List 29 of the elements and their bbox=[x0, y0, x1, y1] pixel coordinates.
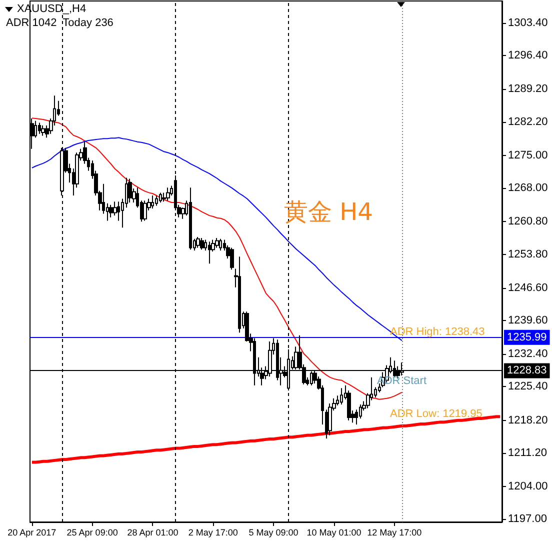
y-tick-label: 1211.20 bbox=[508, 446, 547, 459]
y-tick-label: 1197.00 bbox=[508, 513, 547, 526]
x-tick-label: 5 May 09:00 bbox=[248, 528, 298, 538]
y-tick-label: 1218.20 bbox=[508, 414, 548, 426]
y-tick-label: 1289.20 bbox=[508, 83, 548, 96]
x-tick-label: 12 May 17:00 bbox=[367, 528, 422, 538]
x-tick-label: 2 May 17:00 bbox=[188, 528, 238, 538]
x-tick-label: 10 May 01:00 bbox=[306, 528, 362, 538]
y-tick-label: 1225.40 bbox=[508, 380, 548, 393]
y-tick-label: 1275.00 bbox=[508, 149, 548, 162]
text: ADR 1042 Today 236 bbox=[6, 17, 114, 29]
y-tick-label: 1303.40 bbox=[508, 16, 548, 29]
y-tick-label: 1296.40 bbox=[508, 50, 548, 62]
y-tick-label: 1260.80 bbox=[508, 216, 548, 228]
annotation: ADR High: 1238.43 bbox=[390, 326, 485, 338]
ref-line-label: 1228.83 bbox=[507, 364, 547, 377]
annotation: 黄金 H4 bbox=[284, 198, 373, 226]
y-tick-label: 1253.80 bbox=[508, 248, 548, 260]
y-tick-label: 1282.20 bbox=[508, 116, 548, 128]
y-tick-label: 1268.00 bbox=[508, 182, 548, 194]
y-tick-label: 1239.60 bbox=[508, 314, 548, 327]
ref-line-label: 1235.99 bbox=[507, 331, 547, 344]
y-tick-label: 1204.00 bbox=[508, 480, 548, 493]
y-tick-label: 1232.40 bbox=[508, 348, 548, 360]
x-tick-label: 25 Apr 09:00 bbox=[66, 528, 118, 538]
annotation: ADR Low: 1219.95 bbox=[390, 408, 482, 420]
y-tick-label: 1246.60 bbox=[508, 282, 548, 294]
x-tick-label: 28 Apr 01:00 bbox=[127, 528, 178, 538]
x-tick-label: 20 Apr 2017 bbox=[8, 528, 56, 538]
